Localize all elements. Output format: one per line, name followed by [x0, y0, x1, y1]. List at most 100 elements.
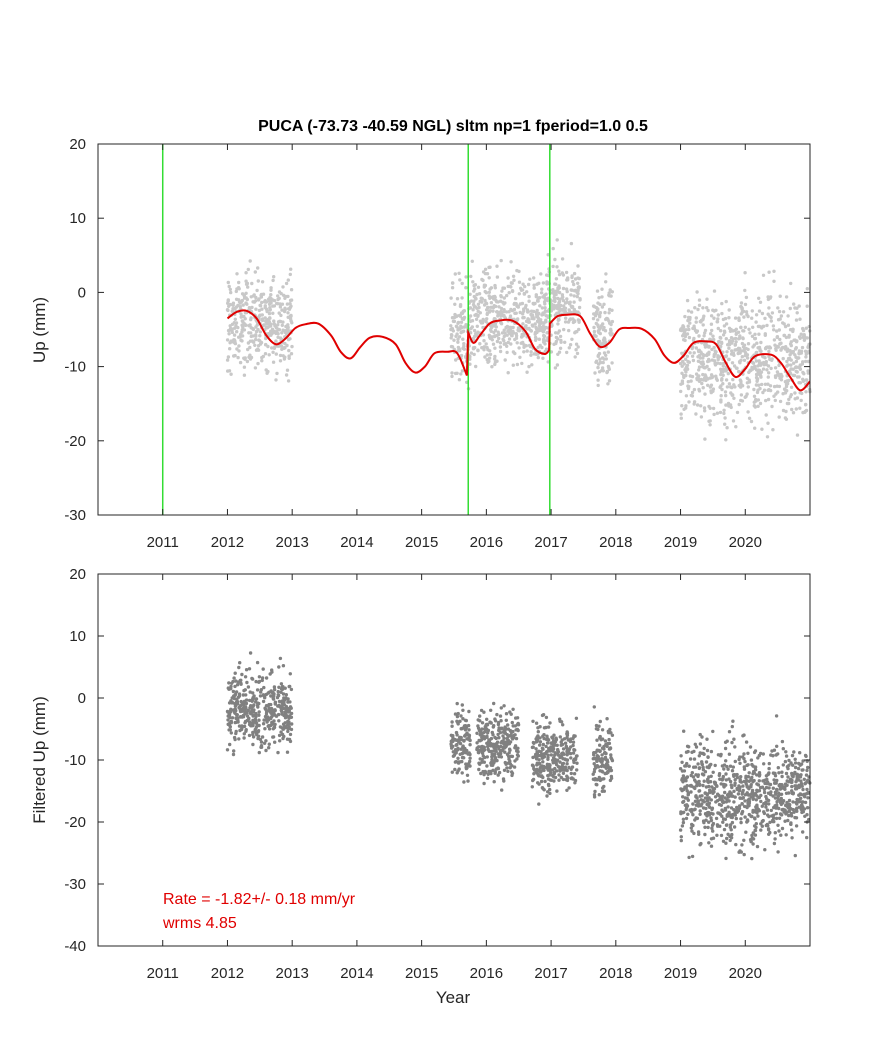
- data-point: [724, 299, 728, 304]
- data-point: [804, 352, 808, 356]
- data-point: [248, 259, 252, 263]
- data-point: [697, 387, 701, 392]
- data-point: [504, 762, 508, 766]
- data-point: [536, 781, 540, 785]
- data-point: [705, 737, 709, 741]
- data-point: [525, 349, 529, 353]
- data-point: [781, 310, 786, 314]
- data-point: [540, 774, 544, 778]
- data-point: [522, 350, 526, 354]
- data-point: [247, 716, 251, 721]
- data-point: [461, 708, 465, 712]
- data-point: [685, 775, 690, 779]
- data-point: [556, 317, 561, 321]
- x-tick-label: 2019: [664, 965, 697, 982]
- data-point: [271, 350, 275, 354]
- data-point: [679, 328, 684, 333]
- data-point: [260, 280, 265, 284]
- data-point: [755, 773, 759, 777]
- data-point: [603, 739, 608, 743]
- data-point: [555, 789, 559, 793]
- data-point: [702, 773, 706, 777]
- data-point: [691, 358, 696, 363]
- data-point: [783, 324, 788, 329]
- data-point: [536, 355, 540, 360]
- data-point: [685, 803, 689, 807]
- data-point: [681, 324, 685, 328]
- data-point: [693, 818, 697, 822]
- data-point: [285, 750, 290, 754]
- data-point: [601, 369, 605, 373]
- data-point: [225, 308, 230, 312]
- data-point: [781, 763, 785, 767]
- data-point: [577, 285, 581, 289]
- data-point: [497, 770, 502, 775]
- data-point: [529, 312, 533, 317]
- data-point: [765, 435, 770, 439]
- data-point: [247, 667, 252, 671]
- data-point: [242, 328, 247, 332]
- data-point: [279, 313, 283, 318]
- data-point: [768, 346, 773, 350]
- data-point: [592, 795, 597, 799]
- data-point: [804, 326, 808, 330]
- data-point: [513, 296, 518, 301]
- data-point: [783, 819, 787, 823]
- data-point: [767, 349, 771, 354]
- data-point: [456, 756, 460, 760]
- data-point: [521, 282, 525, 286]
- data-point: [509, 307, 513, 312]
- data-point: [727, 346, 731, 350]
- data-point: [753, 828, 758, 833]
- data-point: [744, 740, 749, 744]
- data-point: [755, 844, 760, 849]
- data-point: [476, 285, 481, 289]
- data-point: [734, 425, 738, 429]
- data-point: [493, 719, 498, 723]
- data-point: [454, 743, 458, 747]
- data-point: [502, 339, 506, 343]
- data-point: [527, 326, 531, 331]
- data-point: [246, 685, 251, 689]
- data-point: [499, 744, 503, 749]
- data-point: [757, 753, 761, 758]
- data-point: [775, 800, 779, 804]
- data-point: [279, 291, 283, 296]
- data-point: [482, 760, 486, 764]
- data-point: [534, 747, 538, 751]
- data-point: [780, 826, 785, 831]
- data-point: [497, 736, 501, 740]
- data-point: [803, 359, 808, 364]
- data-point: [784, 791, 789, 795]
- data-point: [797, 349, 802, 353]
- data-point: [740, 355, 744, 359]
- data-point: [545, 741, 550, 745]
- data-point: [722, 408, 726, 412]
- data-point: [720, 311, 724, 316]
- data-point: [571, 740, 576, 744]
- data-point: [476, 313, 480, 317]
- data-point: [502, 779, 506, 783]
- data-point: [724, 322, 729, 326]
- data-point: [504, 727, 508, 731]
- data-point: [541, 755, 545, 759]
- data-point: [460, 369, 465, 373]
- data-point: [272, 319, 276, 323]
- data-point: [268, 672, 272, 676]
- data-point: [494, 736, 498, 741]
- data-point: [243, 712, 247, 716]
- data-point: [688, 321, 692, 325]
- data-point: [560, 738, 564, 742]
- data-point: [533, 338, 538, 342]
- data-point: [697, 368, 701, 372]
- data-point: [766, 827, 771, 831]
- data-point: [234, 731, 238, 736]
- data-point: [702, 800, 706, 804]
- data-point: [520, 361, 524, 366]
- data-point: [724, 759, 728, 763]
- data-point: [468, 306, 473, 310]
- data-point: [259, 688, 263, 692]
- data-point: [805, 304, 809, 308]
- data-point: [723, 416, 727, 420]
- bottom-x-ticks: 2011 2012 2013 2014 2015 2016 2017 2018 2019 2020: [147, 574, 762, 982]
